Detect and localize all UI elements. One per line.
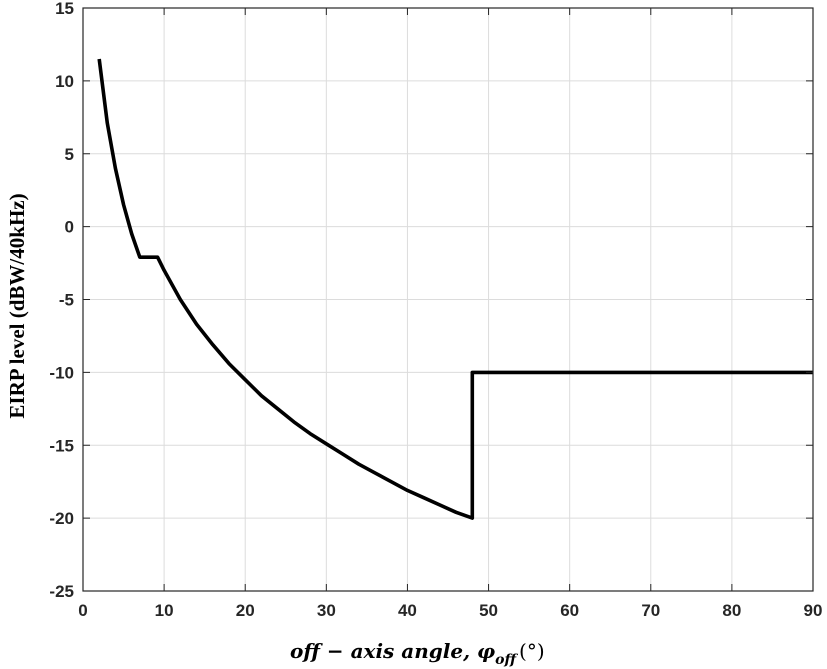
x-tick-label: 40 (398, 601, 417, 620)
x-axis-label-main: off − axis angle, φ (290, 639, 495, 663)
y-tick-label: -5 (59, 291, 74, 310)
y-tick-labels: -25 -20 -15 -10 -5 0 5 10 15 (49, 0, 74, 601)
y-tick-label: 0 (65, 218, 74, 237)
y-axis-label: EIRP level (dBW/40kHz) (5, 193, 29, 418)
y-tick-label: 5 (65, 145, 74, 164)
x-tick-label: 60 (560, 601, 579, 620)
x-tick-label: 70 (641, 601, 660, 620)
x-tick-label: 0 (78, 601, 87, 620)
y-tick-label: -10 (49, 363, 74, 382)
y-tick-label: 10 (55, 72, 74, 91)
x-tick-label: 90 (804, 601, 823, 620)
x-axis-label: off − axis angle, φoff (°) (290, 639, 545, 668)
y-tick-label: -25 (49, 582, 74, 601)
y-tick-label: -15 (49, 436, 74, 455)
x-tick-label: 10 (155, 601, 174, 620)
y-tick-label: 15 (55, 0, 74, 18)
tick-marks (82, 7, 814, 592)
series-layer (97, 58, 813, 520)
x-tick-label: 80 (722, 601, 741, 620)
x-axis-label-unit: (°) (519, 639, 545, 663)
y-tick-label: -20 (49, 509, 74, 528)
x-tick-label: 20 (236, 601, 255, 620)
x-tick-labels: 0 10 20 30 40 50 60 70 80 90 (78, 601, 822, 620)
x-axis-label-subscript: off (495, 652, 518, 668)
x-tick-label: 30 (317, 601, 336, 620)
series-line (97, 58, 813, 520)
grid-lines (82, 7, 814, 592)
x-tick-label: 50 (479, 601, 498, 620)
